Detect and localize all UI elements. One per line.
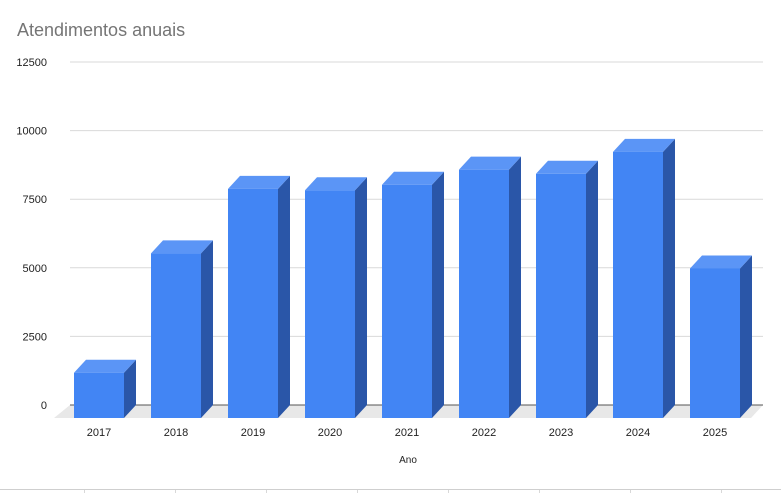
bar-side (124, 359, 136, 418)
bar-side (740, 255, 752, 418)
bar-top (613, 138, 675, 152)
x-tick-label: 2025 (703, 427, 727, 439)
bar (536, 173, 586, 418)
x-tick-label: 2024 (626, 427, 650, 439)
bar-side (355, 177, 367, 418)
x-axis-title: Ano (399, 455, 417, 466)
bar (228, 188, 278, 418)
bar (382, 184, 432, 418)
x-tick-label: 2019 (241, 427, 265, 439)
bar (74, 372, 124, 418)
bottom-divider (0, 489, 781, 490)
bar-top (151, 240, 213, 254)
y-tick-label: 7500 (23, 194, 47, 206)
bar-top (382, 171, 444, 185)
y-tick-label: 5000 (23, 263, 47, 275)
bar-side (509, 156, 521, 418)
bar-side (586, 160, 598, 418)
x-tick-label: 2021 (395, 427, 419, 439)
x-tick-label: 2023 (549, 427, 573, 439)
bar-side (663, 138, 675, 418)
bar-top (305, 177, 367, 191)
bar (151, 253, 201, 418)
bar (613, 151, 663, 418)
y-tick-label: 2500 (23, 331, 47, 343)
x-tick-label: 2020 (318, 427, 342, 439)
x-tick-label: 2017 (87, 427, 111, 439)
bar (305, 190, 355, 418)
bar (459, 169, 509, 418)
bar-top (228, 175, 290, 189)
y-tick-label: 12500 (16, 57, 47, 69)
bar-top (74, 359, 136, 373)
x-tick-label: 2018 (164, 427, 188, 439)
bar-top (536, 160, 598, 174)
bar-side (278, 175, 290, 418)
bar (690, 268, 740, 418)
y-tick-label: 10000 (16, 126, 47, 138)
x-tick-label: 2022 (472, 427, 496, 439)
bottom-divider-ticks (0, 490, 781, 493)
bar-top (459, 156, 521, 170)
bar-side (432, 171, 444, 418)
bar-top (690, 255, 752, 269)
bar-side (201, 240, 213, 418)
y-tick-label: 0 (41, 400, 47, 412)
chart-title: Atendimentos anuais (17, 20, 186, 40)
